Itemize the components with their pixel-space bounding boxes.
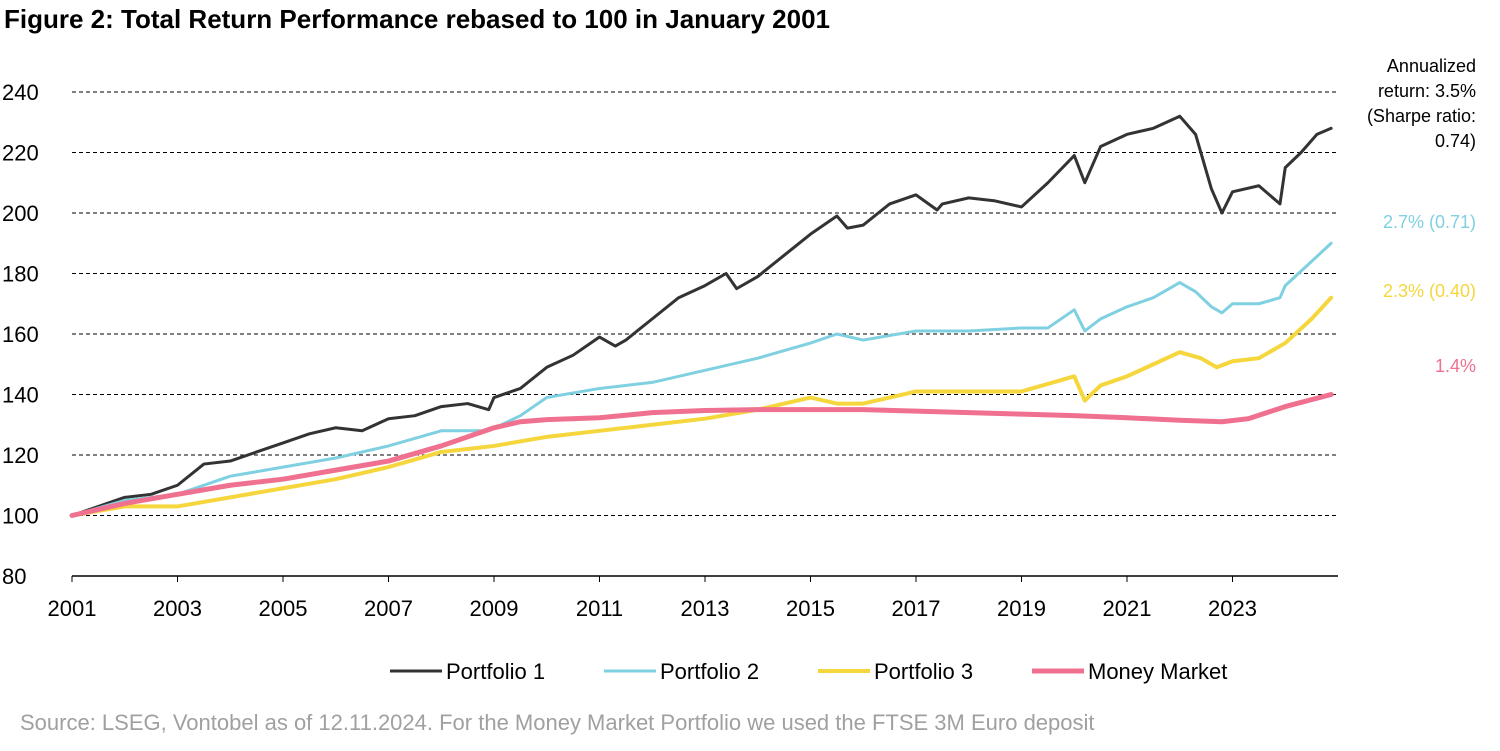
legend-label: Portfolio 3 <box>874 659 973 684</box>
y-tick-label: 240 <box>2 80 39 105</box>
annotation: 1.4% <box>1434 356 1476 376</box>
series-line <box>70 295 1334 518</box>
y-tick-label: 100 <box>2 504 39 529</box>
y-tick-label: 180 <box>2 262 39 287</box>
y-tick-label: 80 <box>2 564 26 589</box>
x-tick-label: 2007 <box>364 596 413 621</box>
legend-label: Money Market <box>1088 659 1227 684</box>
series-line <box>70 241 1333 517</box>
annotation: Annualized return: 3.5% (Sharpe ratio: 0… <box>1366 56 1476 151</box>
x-tick-label: 2015 <box>786 596 835 621</box>
legend-label: Portfolio 1 <box>446 659 545 684</box>
x-tick-label: 2021 <box>1103 596 1152 621</box>
series-line <box>69 392 1334 518</box>
y-tick-label: 220 <box>2 141 39 166</box>
series-line <box>70 114 1333 517</box>
y-tick-label: 160 <box>2 322 39 347</box>
y-tick-label: 140 <box>2 383 39 408</box>
x-tick-label: 2009 <box>470 596 519 621</box>
x-tick-label: 2013 <box>681 596 730 621</box>
x-tick-label: 2001 <box>48 596 97 621</box>
y-tick-label: 200 <box>2 201 39 226</box>
chart-title: Figure 2: Total Return Performance rebas… <box>4 4 831 34</box>
annotation: 2.3% (0.40) <box>1382 281 1476 301</box>
legend-label: Portfolio 2 <box>660 659 759 684</box>
y-tick-label: 120 <box>2 443 39 468</box>
source-note: Source: LSEG, Vontobel as of 12.11.2024.… <box>20 710 1095 735</box>
x-tick-label: 2011 <box>576 596 623 621</box>
annotation: 2.7% (0.71) <box>1382 212 1476 232</box>
x-tick-label: 2005 <box>259 596 308 621</box>
x-tick-label: 2003 <box>153 596 202 621</box>
x-tick-label: 2017 <box>892 596 941 621</box>
x-tick-label: 2023 <box>1208 596 1257 621</box>
x-tick-label: 2019 <box>997 596 1046 621</box>
